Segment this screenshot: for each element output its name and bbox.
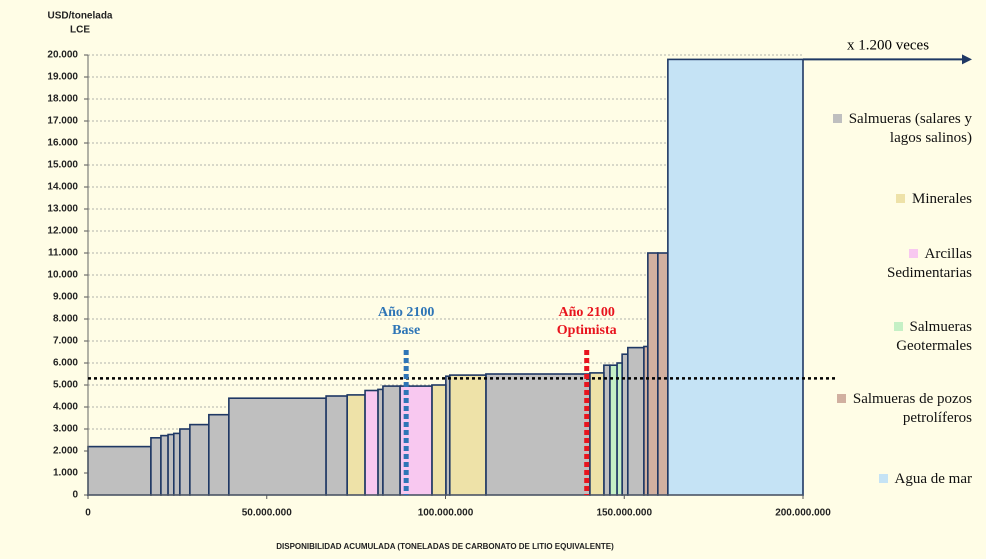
annotation-text: Año 2100 bbox=[378, 305, 434, 320]
y-tick-label: 13.000 bbox=[47, 204, 78, 215]
bar bbox=[382, 385, 401, 496]
legend-entry: Arcillas Sedimentarias bbox=[822, 245, 972, 283]
bar bbox=[609, 364, 618, 496]
legend-label: Salmueras Geotermales bbox=[896, 319, 972, 354]
x-tick-label: 100.000.000 bbox=[418, 508, 474, 519]
y-tick-label: 16.000 bbox=[47, 138, 78, 149]
y-tick-label: 2.000 bbox=[53, 446, 78, 457]
bar bbox=[150, 436, 162, 496]
x-tick-label: 0 bbox=[85, 508, 91, 519]
bar bbox=[657, 252, 669, 496]
bar bbox=[325, 395, 348, 496]
y-tick-label: 0 bbox=[72, 490, 78, 501]
legend-swatch bbox=[836, 394, 846, 403]
x-tick-label: 150.000.000 bbox=[596, 508, 652, 519]
bar bbox=[448, 374, 487, 496]
bar bbox=[228, 397, 327, 496]
bar bbox=[667, 58, 804, 496]
legend-entry: Agua de mar bbox=[822, 470, 972, 489]
y-tick-label: 20.000 bbox=[47, 50, 78, 61]
legend-entry: Minerales bbox=[822, 190, 972, 209]
y-tick-label: 10.000 bbox=[47, 270, 78, 281]
y-axis-label: USD/tonelada bbox=[47, 11, 112, 22]
bar bbox=[621, 353, 629, 496]
y-tick-label: 14.000 bbox=[47, 182, 78, 193]
bar bbox=[189, 423, 210, 496]
bar bbox=[627, 346, 645, 496]
y-tick-label: 15.000 bbox=[47, 160, 78, 171]
y-tick-label: 6.000 bbox=[53, 358, 78, 369]
bar bbox=[616, 362, 623, 496]
legend-swatch bbox=[896, 194, 906, 203]
bar bbox=[179, 428, 191, 496]
annotation-text: Base bbox=[392, 323, 420, 338]
y-tick-label: 9.000 bbox=[53, 292, 78, 303]
legend-swatch bbox=[908, 249, 918, 258]
y-tick-label: 11.000 bbox=[48, 248, 78, 259]
legend-swatch bbox=[893, 322, 903, 331]
x-tick-label: 50.000.000 bbox=[242, 508, 292, 519]
legend-entry: Salmueras Geotermales bbox=[822, 318, 972, 356]
bar bbox=[647, 252, 659, 496]
legend-swatch bbox=[878, 474, 888, 483]
bar bbox=[589, 372, 605, 496]
bar bbox=[485, 373, 591, 496]
y-tick-label: 1.000 bbox=[53, 468, 78, 479]
legend-label: Salmueras (salares y lagos salinos) bbox=[848, 111, 972, 146]
legend-swatch bbox=[832, 114, 842, 123]
bar bbox=[173, 432, 181, 496]
y-tick-label: 17.000 bbox=[47, 116, 78, 127]
y-tick-label: 7.000 bbox=[53, 336, 78, 347]
y-tick-label: 5.000 bbox=[53, 380, 78, 391]
legend-entry: Salmueras de pozos petrolíferos bbox=[822, 390, 972, 428]
legend-label: Minerales bbox=[912, 191, 972, 207]
y-tick-label: 12.000 bbox=[47, 226, 78, 237]
y-axis-label: LCE bbox=[70, 25, 90, 36]
y-tick-label: 4.000 bbox=[53, 402, 78, 413]
bar bbox=[346, 394, 366, 496]
bar bbox=[364, 389, 379, 496]
y-tick-label: 18.000 bbox=[47, 94, 78, 105]
bar bbox=[160, 434, 169, 496]
x-axis-label: DISPONIBILIDAD ACUMULADA (TONELADAS DE C… bbox=[276, 542, 614, 551]
annotation-text: Optimista bbox=[557, 323, 617, 338]
x-tick-label: 200.000.000 bbox=[775, 508, 831, 519]
bar bbox=[603, 364, 611, 496]
arrow-head bbox=[962, 54, 972, 65]
arrow-label: x 1.200 veces bbox=[847, 37, 929, 53]
legend-label: Agua de mar bbox=[894, 471, 972, 487]
bar bbox=[431, 384, 447, 496]
y-tick-label: 8.000 bbox=[53, 314, 78, 325]
annotation-text: Año 2100 bbox=[559, 305, 615, 320]
y-tick-label: 3.000 bbox=[53, 424, 78, 435]
legend-label: Salmueras de pozos petrolíferos bbox=[852, 391, 972, 426]
legend-label: Arcillas Sedimentarias bbox=[887, 246, 972, 281]
bar bbox=[167, 433, 175, 496]
legend-entry: Salmueras (salares y lagos salinos) bbox=[822, 110, 972, 148]
y-tick-label: 19.000 bbox=[47, 72, 78, 83]
bar bbox=[87, 445, 152, 496]
bar bbox=[208, 413, 230, 496]
